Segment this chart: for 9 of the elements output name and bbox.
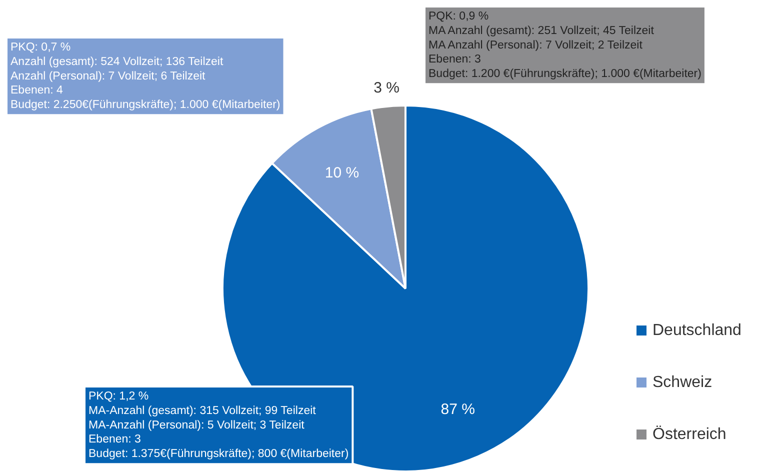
text: PKQ: 1,2 % MA-Anzahl (gesamt): 315 Vollzeit; 99 Teilzeit MA-Anzahl (Personal): 5 Vollzeit; 3 Teilzeit Ebenen: 3 Budget: 1.375€(Führungskräfte); 800 €(Mitarbeiter) (88, 390, 349, 460)
legend-label: Österreich (652, 425, 726, 443)
legend-label: Schweiz (652, 374, 712, 391)
text: PQK: 0,9 % MA Anzahl (gesamt): 251 Vollzeit; 45 Teilzeit MA Anzahl (Personal): 7 Vollzeit; 2 Teilzeit Ebenen: 3 Budget: 1.200 €(Führungskräfte); 1.000 €(Mitarbeiter) (428, 10, 702, 80)
data-label: 87 % (440, 400, 475, 418)
text: PKQ: 0,7 % Anzahl (gesamt): 524 Vollzeit; 136 Teilzeit Anzahl (Personal): 7 Vollzeit; 6 Teilzeit Ebenen: 4 Budget: 2.250€(Führungskräfte); 1.000 €(Mitarbeiter) (10, 42, 280, 112)
data-label: 3 % (374, 80, 400, 97)
data-label: 10 % (324, 164, 360, 182)
legend-label: Deutschland (652, 322, 742, 339)
